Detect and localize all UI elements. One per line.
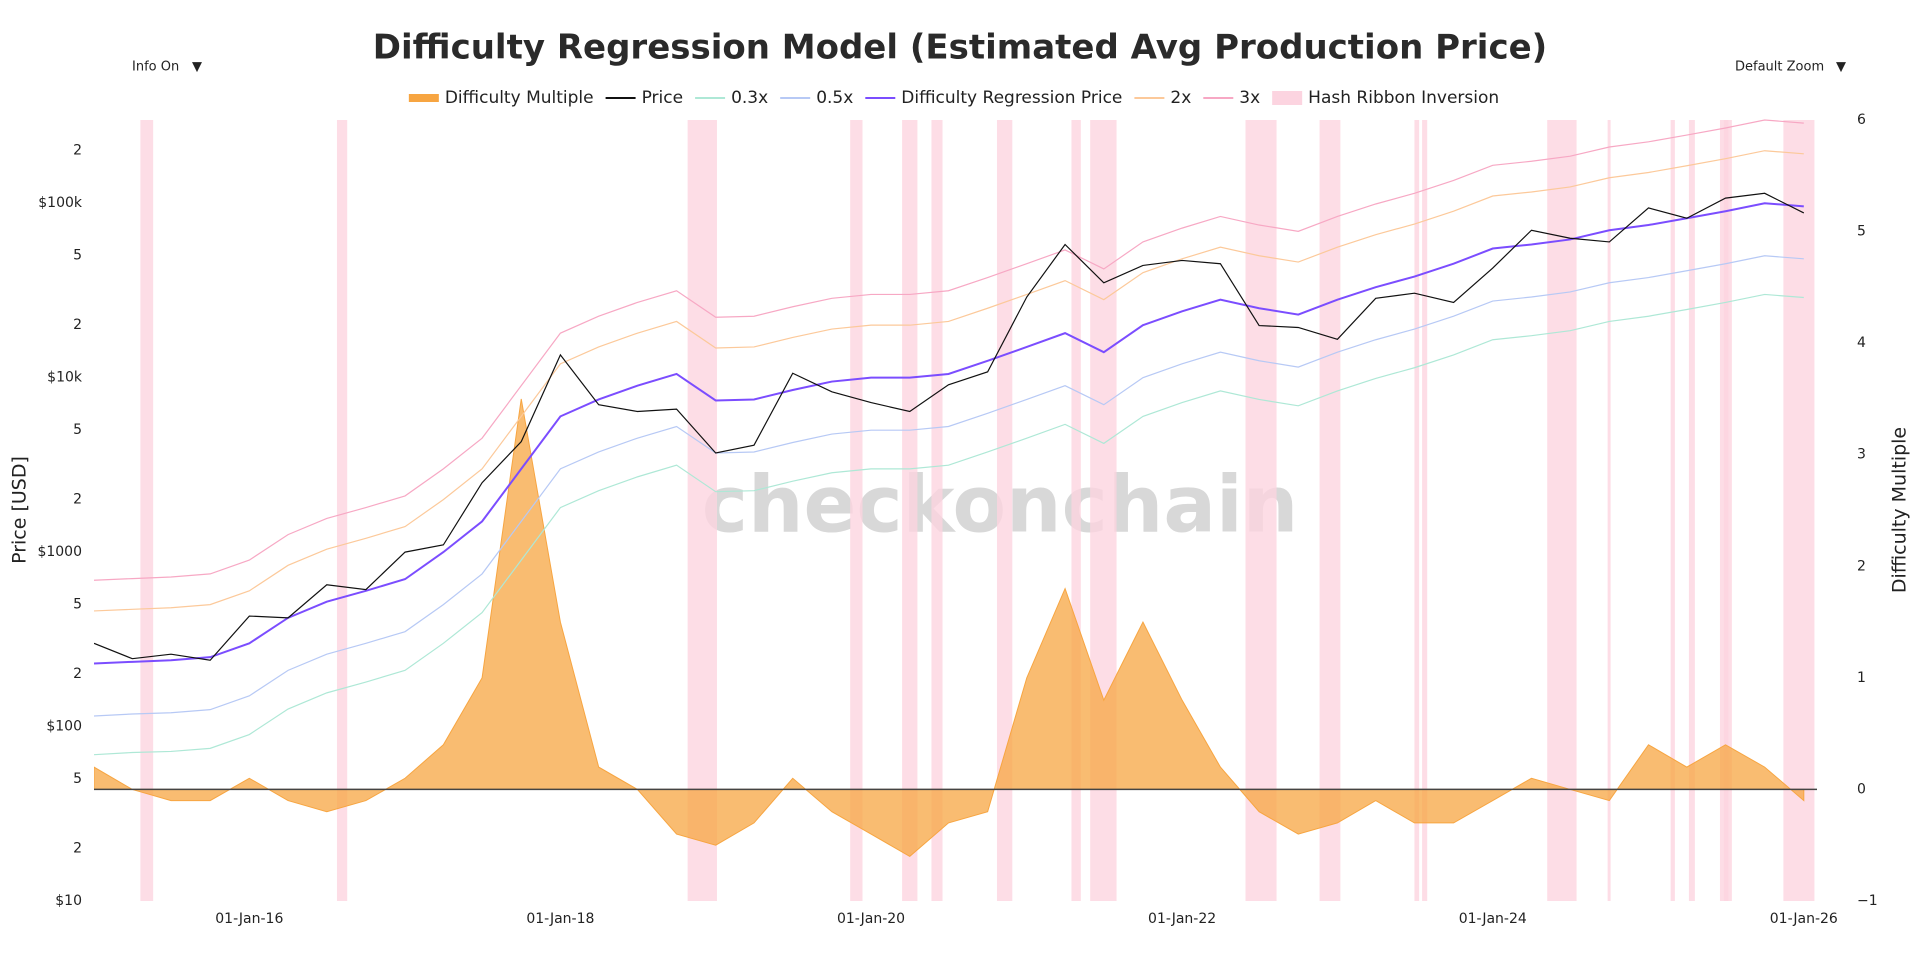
legend-item: 0.5x	[780, 88, 853, 108]
legend-label: Difficulty Multiple	[445, 88, 594, 108]
y2-tick-label: 5	[1857, 224, 1866, 240]
info-control[interactable]: Info On ▼	[132, 60, 202, 75]
legend-item: 3x	[1203, 88, 1260, 108]
legend-item: Difficulty Multiple	[408, 88, 594, 108]
x-tick-label: 01-Jan-26	[1770, 911, 1838, 927]
difficulty-multiple-area	[94, 398, 1805, 857]
legend-item: Difficulty Regression Price	[865, 88, 1122, 108]
y-tick-label: $10	[55, 893, 82, 909]
hash-ribbon-band	[996, 120, 1013, 901]
hash-ribbon-band	[931, 120, 943, 901]
hash-ribbon-band	[902, 120, 918, 901]
zoom-arrow[interactable]: ▼	[1836, 60, 1846, 75]
y2-tick-label: −1	[1857, 893, 1878, 909]
hash-ribbon-band	[1414, 120, 1420, 901]
x-tick-label: 01-Jan-16	[215, 911, 283, 927]
legend-label: 2x	[1170, 88, 1191, 108]
series-line	[94, 293, 1804, 756]
legend-label: Difficulty Regression Price	[901, 88, 1122, 108]
series-line	[94, 119, 1804, 581]
hash-ribbon-band	[1319, 120, 1341, 901]
hash-ribbon-band	[1783, 120, 1815, 901]
y2-tick-label: 2	[1857, 558, 1866, 574]
legend-label: Price	[642, 88, 683, 108]
legend-item: Hash Ribbon Inversion	[1272, 88, 1499, 108]
x-tick-label: 01-Jan-24	[1459, 911, 1527, 927]
legend-label: 3x	[1239, 88, 1260, 108]
y-tick-label: $100	[46, 719, 82, 735]
y-tick-label: 5	[73, 248, 82, 264]
hash-ribbon-band	[850, 120, 863, 901]
y-tick-label: 2	[73, 143, 82, 159]
legend-swatch	[1272, 91, 1303, 105]
y2-tick-label: 1	[1857, 670, 1866, 686]
y2-tick-label: 4	[1857, 335, 1866, 351]
y2-axis-label: Difficulty Multiple	[1889, 427, 1911, 593]
hash-ribbon-band	[1688, 120, 1695, 901]
legend-label: 0.5x	[816, 88, 853, 108]
y2-tick-label: 3	[1857, 447, 1866, 463]
y-tick-label: 5	[73, 771, 82, 787]
y-tick-label: 2	[73, 317, 82, 333]
x-tick-label: 01-Jan-20	[837, 911, 905, 927]
legend-item: 2x	[1134, 88, 1191, 108]
y-tick-label: 5	[73, 597, 82, 613]
info-arrow[interactable]: ▼	[192, 60, 202, 75]
y-tick-label: 2	[73, 492, 82, 508]
hash-ribbon-band	[1607, 120, 1611, 901]
legend-swatch	[408, 94, 439, 102]
x-tick-label: 01-Jan-22	[1148, 911, 1216, 927]
info-label[interactable]: Info On	[132, 60, 179, 75]
hash-ribbon-band	[1670, 120, 1675, 901]
legend-label: Hash Ribbon Inversion	[1308, 88, 1499, 108]
x-tick-label: 01-Jan-18	[526, 911, 594, 927]
hash-ribbon-band	[1422, 120, 1428, 901]
hash-ribbon-band	[687, 120, 717, 901]
y-tick-label: $1000	[37, 544, 82, 560]
hash-ribbon-band	[1719, 120, 1732, 901]
legend-item: 0.3x	[695, 88, 768, 108]
y2-tick-label: 0	[1857, 781, 1866, 797]
y-tick-label: 2	[73, 666, 82, 682]
hash-ribbon-band	[140, 120, 154, 901]
y-axis-label: Price [USD]	[9, 456, 31, 564]
hash-ribbon-band	[336, 120, 348, 901]
y-tick-label: 2	[73, 840, 82, 856]
zoom-label[interactable]: Default Zoom	[1735, 60, 1824, 75]
y-tick-label: $100k	[38, 195, 83, 211]
hash-ribbon-band	[1245, 120, 1277, 901]
series-line	[94, 192, 1805, 661]
legend-label: 0.3x	[731, 88, 768, 108]
y-tick-label: $10k	[47, 370, 83, 386]
y-tick-label: 5	[73, 422, 82, 438]
zoom-control[interactable]: Default Zoom ▼	[1735, 60, 1846, 75]
chart-title: Difficulty Regression Model (Estimated A…	[373, 28, 1547, 68]
hash-ribbon-band	[1547, 120, 1577, 901]
hash-ribbon-band	[1071, 120, 1081, 901]
plot-area	[94, 119, 1815, 901]
legend: Difficulty Multiple Price 0.3x 0.5x Difficul…	[408, 88, 1499, 108]
series-line	[94, 150, 1804, 612]
series-line	[94, 255, 1804, 717]
y2-tick-label: 6	[1857, 112, 1866, 128]
legend-item: Price	[605, 88, 683, 108]
series-line	[94, 202, 1804, 665]
